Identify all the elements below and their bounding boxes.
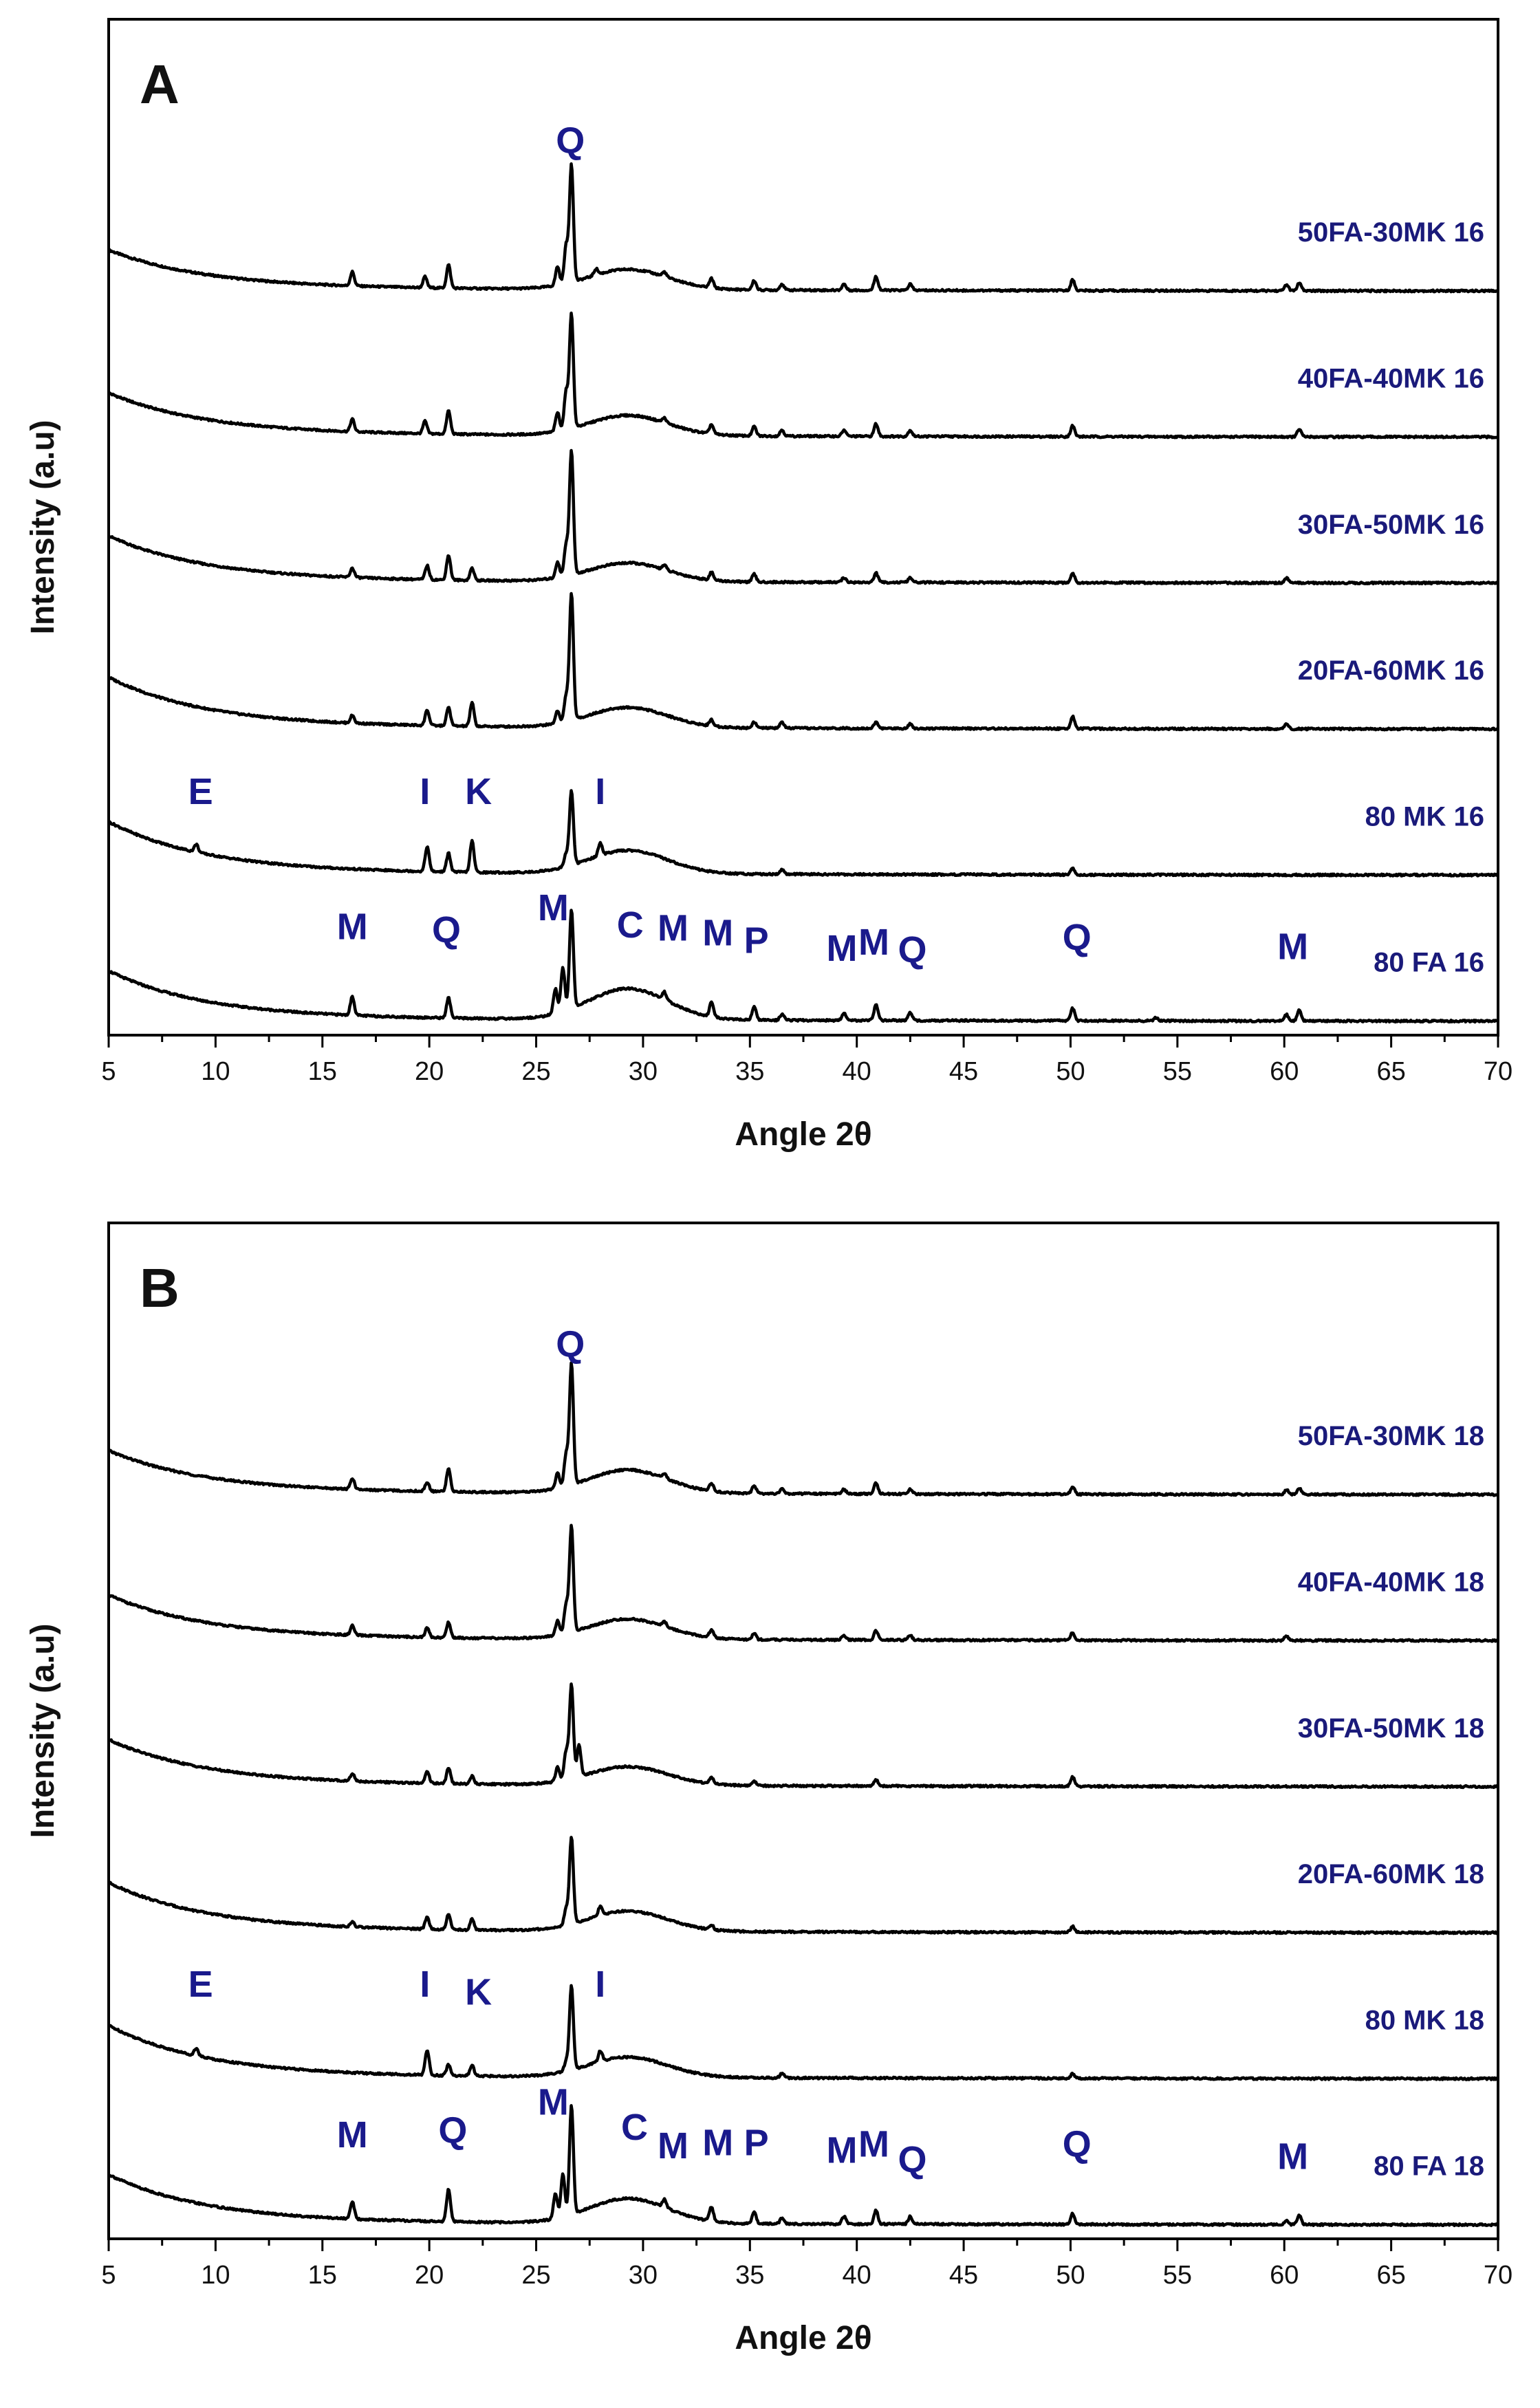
panel-letter: B [140,1257,180,1319]
series-label: 20FA-60MK 18 [1298,1859,1484,1889]
peak-label: I [420,1964,430,2005]
x-tick-label: 30 [629,1057,658,1086]
series-trace [107,312,1499,440]
series-label: 30FA-50MK 16 [1298,510,1484,540]
series-trace [107,789,1499,878]
peak-label: Q [556,120,585,161]
x-tick-label: 60 [1270,2261,1299,2290]
series-label: 80 MK 16 [1365,801,1484,832]
panel-letter: A [140,54,180,115]
x-tick-label: 35 [735,1057,764,1086]
x-tick-label: 40 [843,2261,871,2290]
peak-label: C [617,904,644,946]
x-tick-label: 50 [1056,2261,1085,2290]
x-tick-label: 5 [101,2261,116,2290]
series-trace [107,592,1499,732]
x-tick-label: 10 [201,2261,230,2290]
x-tick-label: 55 [1163,1057,1192,1086]
x-tick-label: 10 [201,1057,230,1086]
peak-label: C [621,2107,648,2148]
x-tick-label: 65 [1376,1057,1405,1086]
series-label: 80 FA 16 [1374,948,1484,978]
x-tick-label: 5 [101,1057,116,1086]
y-axis-title: Intensity (a.u) [25,420,61,634]
series-label: 40FA-40MK 16 [1298,363,1484,393]
peak-label: P [744,2122,769,2163]
peak-label: P [744,920,769,962]
peak-label: I [420,771,430,812]
x-tick-label: 70 [1484,1057,1512,1086]
peak-label: M [858,922,889,963]
series-label: 80 MK 18 [1365,2005,1484,2035]
peak-label: Q [898,2139,926,2180]
peak-label: Q [556,1323,585,1365]
x-tick-label: 55 [1163,2261,1192,2290]
series-trace [107,162,1499,294]
series-trace [107,2104,1499,2228]
x-tick-label: 50 [1056,1057,1085,1086]
peak-label: Q [1063,2124,1092,2165]
peak-label: Q [898,929,926,970]
panel-b-chart: B 50FA-30MK 18 40FA-40MK 18 30FA-50MK 18 20F… [25,1222,1512,2356]
series-trace [107,1682,1499,1790]
peak-label: M [1277,926,1308,968]
series-label: 40FA-40MK 18 [1298,1567,1484,1597]
peak-label: M [858,2124,889,2165]
peak-label: M [702,2122,733,2163]
panel-a-chart: A 50FA-30MK 16 40FA-40MK 16 30FA-50MK 16 20F… [25,18,1512,1153]
x-tick-label: 20 [415,2261,444,2290]
x-tick-label: 25 [521,1057,550,1086]
peak-label: M [658,2125,688,2167]
series-trace [107,1984,1499,2081]
peak-label: M [538,887,569,929]
peak-label: M [826,2130,857,2171]
series-trace [107,1523,1499,1643]
peak-label: M [658,908,688,949]
peak-label: I [595,1964,605,2005]
peak-label: K [465,1971,492,2013]
x-axis-title: Angle 2θ [735,2320,871,2356]
series-label: 20FA-60MK 16 [1298,655,1484,686]
peak-label: Q [432,909,461,951]
x-tick-label: 40 [843,1057,871,1086]
x-tick-label: 60 [1270,1057,1299,1086]
series-trace [107,909,1500,1024]
x-tick-label: 70 [1484,2261,1512,2290]
x-axis-title: Angle 2θ [735,1116,871,1153]
x-tick-label: 30 [629,2261,658,2290]
series-trace [107,448,1499,586]
x-tick-label: 20 [415,1057,444,1086]
series-trace [107,1836,1499,1935]
peak-label: M [826,928,857,969]
peak-label: M [702,912,733,953]
peak-label: K [465,771,492,812]
series-trace [107,1361,1499,1497]
series-label: 50FA-30MK 16 [1298,217,1484,248]
y-axis-title: Intensity (a.u) [25,1623,61,1838]
peak-label: Q [1063,917,1092,958]
peak-label: M [538,2082,569,2123]
x-tick-label: 15 [308,1057,337,1086]
x-tick-label: 45 [949,1057,978,1086]
peak-label: E [188,771,213,812]
x-tick-label: 25 [521,2261,550,2290]
peak-label: E [188,1964,213,2005]
plot-frame [107,1222,1499,2240]
x-tick-label: 65 [1376,2261,1405,2290]
peak-label: M [337,2114,368,2156]
peak-label: M [1277,2136,1308,2178]
series-label: 50FA-30MK 18 [1298,1421,1484,1451]
x-tick-label: 35 [735,2261,764,2290]
x-tick-label: 45 [949,2261,978,2290]
peak-label: I [595,771,605,812]
peak-label: M [337,906,368,947]
series-label: 80 FA 18 [1374,2151,1484,2182]
peak-label: Q [438,2109,467,2151]
series-label: 30FA-50MK 18 [1298,1713,1484,1744]
x-tick-label: 15 [308,2261,337,2290]
plot-frame [107,18,1499,1037]
